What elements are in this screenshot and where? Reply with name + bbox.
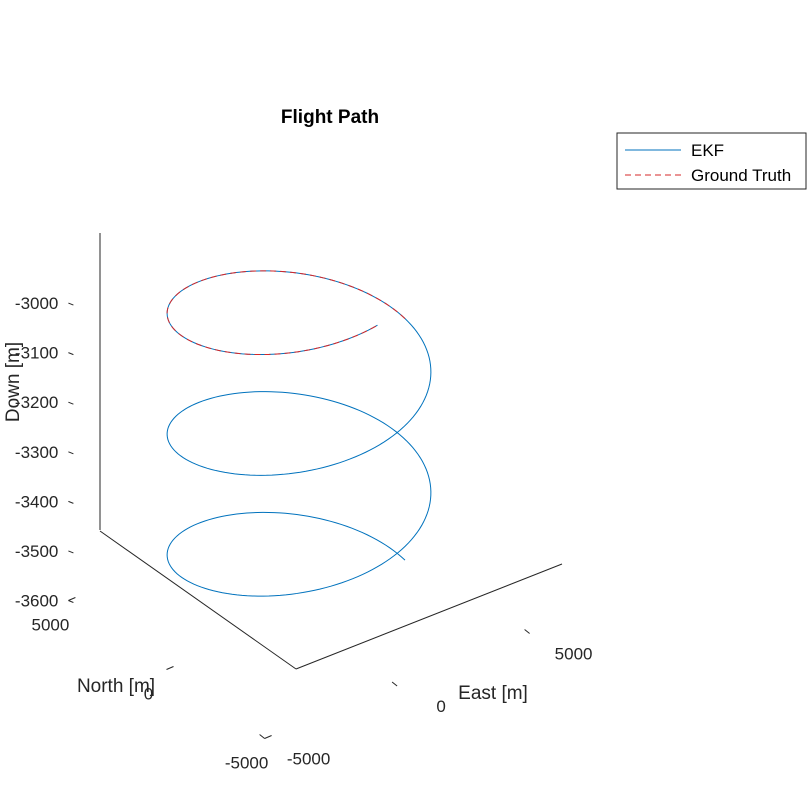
x-axis-label: East [m]: [458, 683, 528, 704]
y-tick-mark: [166, 666, 174, 670]
legend-items: EKF Ground Truth: [625, 141, 791, 185]
z-tick-mark: [68, 451, 74, 455]
x-tick-mark: [524, 629, 530, 634]
z-axis: -3000 -3100 -3200 -3300 -3400 -3500 -3600 Down…: [3, 233, 101, 611]
y-tick-mark: [68, 597, 76, 601]
y-axis-line: [99, 530, 297, 670]
y-tick-label: 5000: [31, 616, 69, 635]
series-layer: [166, 270, 432, 597]
x-tick-mark: [259, 734, 265, 739]
y-tick-label: -5000: [225, 754, 268, 773]
x-tick-label: -5000: [287, 750, 330, 769]
legend-label: EKF: [691, 141, 724, 160]
z-tick-mark: [68, 352, 74, 356]
z-axis-label: Down [m]: [3, 342, 24, 422]
legend: EKF Ground Truth: [616, 132, 807, 190]
z-tick-label: -3100: [15, 344, 58, 363]
legend-label: Ground Truth: [691, 166, 791, 185]
y-ticks: -5000 0 5000: [31, 597, 272, 773]
x-tick-label: 0: [436, 697, 445, 716]
x-ticks: -5000 0 5000: [259, 629, 593, 769]
z-tick-mark: [68, 302, 74, 306]
x-axis-line: [295, 563, 563, 670]
y-axis: -5000 0 5000 North [m]: [31, 530, 297, 773]
z-tick-label: -3300: [15, 443, 58, 462]
z-tick-mark: [68, 550, 74, 554]
chart-title: Flight Path: [281, 107, 379, 128]
z-tick-mark: [68, 401, 74, 405]
z-tick-mark: [68, 500, 74, 504]
x-tick-label: 5000: [555, 645, 593, 664]
legend-box: [616, 132, 807, 190]
z-tick-label: -3400: [15, 492, 58, 511]
y-tick-label: 0: [144, 685, 153, 704]
z-tick-label: -3000: [15, 294, 58, 313]
y-axis-label: North [m]: [77, 676, 155, 697]
z-tick-label: -3600: [15, 592, 58, 611]
y-tick-mark: [264, 735, 272, 739]
z-ticks: -3000 -3100 -3200 -3300 -3400 -3500 -3600: [15, 294, 74, 611]
series-line-ground-truth: [166, 270, 406, 356]
x-tick-mark: [391, 681, 398, 687]
z-tick-label: -3200: [15, 393, 58, 412]
z-tick-label: -3500: [15, 542, 58, 561]
x-axis: -5000 0 5000 East [m]: [259, 563, 593, 769]
z-tick-mark: [68, 600, 74, 603]
